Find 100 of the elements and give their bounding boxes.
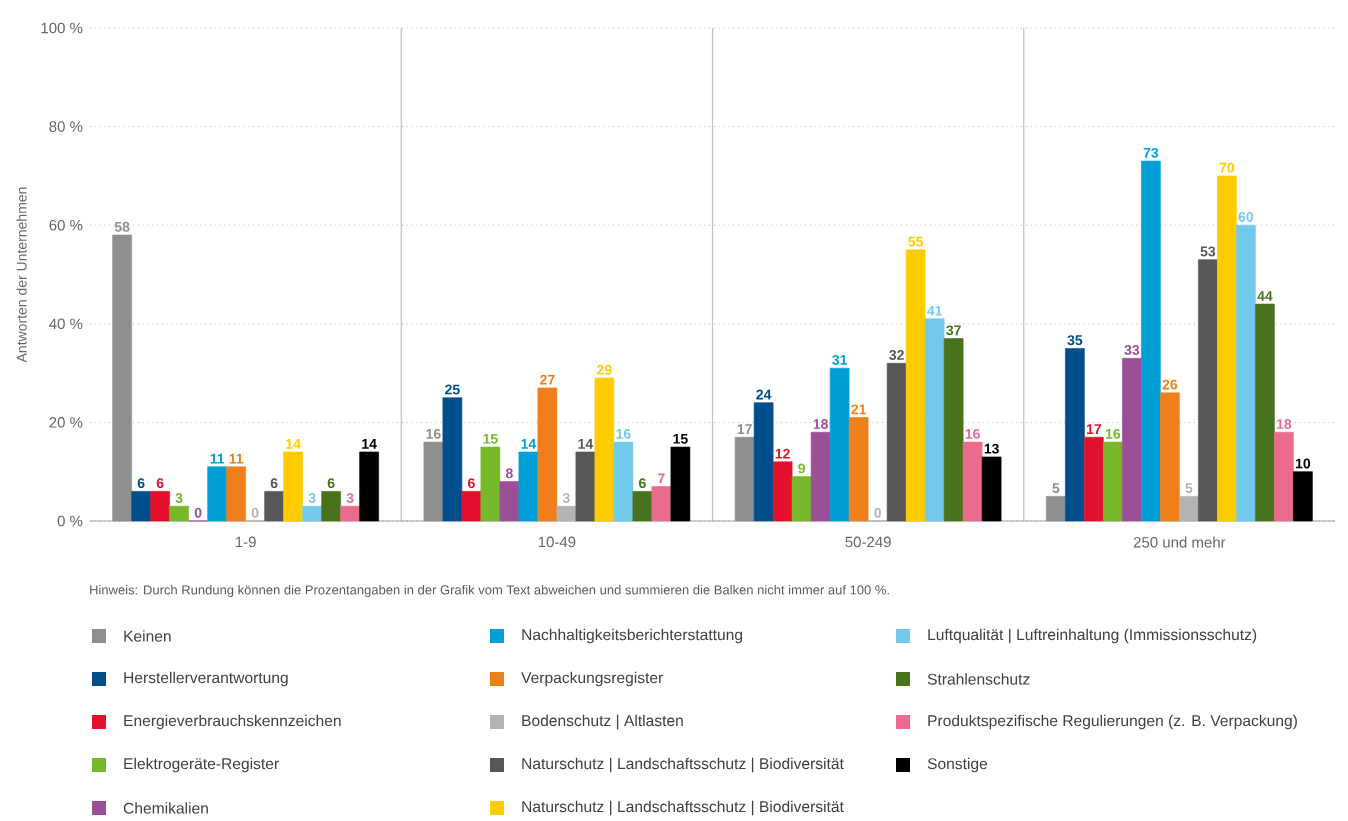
bar: [810, 431, 831, 522]
bar: [632, 491, 653, 522]
bar: [1103, 441, 1123, 522]
legend-label: Chemikalien: [123, 802, 208, 814]
legend-label: Luftqualität | Luftreinhaltung (Immissionsschutz): [928, 628, 1257, 644]
data-label: 6: [638, 478, 646, 489]
data-label: 44: [1257, 291, 1273, 301]
legend-label: Keinen: [124, 630, 171, 642]
bar: [848, 417, 869, 522]
data-label: 16: [965, 428, 980, 439]
bar: [962, 441, 983, 522]
bar: [1274, 431, 1294, 522]
bar: [207, 466, 227, 522]
data-label: 15: [673, 433, 688, 444]
data-label: 21: [851, 404, 867, 415]
y-tick-label: 80 %: [49, 121, 83, 132]
data-label: 7: [658, 473, 665, 484]
bar: [772, 461, 793, 522]
legend-label: Herstellerverantwortung: [124, 671, 288, 687]
data-label: 8: [505, 468, 513, 479]
legend-label: Verpackungsregister: [521, 671, 663, 687]
bar: [537, 387, 558, 522]
data-label: 41: [927, 305, 943, 316]
data-label: 12: [775, 448, 790, 459]
data-label: 3: [346, 493, 354, 503]
data-label: 73: [1143, 147, 1159, 158]
bar: [499, 481, 520, 522]
bar: [1217, 175, 1237, 522]
bar: [1084, 436, 1104, 522]
data-label: 18: [813, 419, 828, 429]
bar: [670, 446, 691, 522]
data-label: 6: [156, 478, 164, 489]
bar: [169, 505, 189, 522]
data-label: 27: [540, 374, 555, 385]
y-tick-label: 100 %: [41, 22, 83, 34]
bar: [791, 476, 812, 522]
bar: [264, 491, 284, 522]
data-label: 25: [445, 384, 460, 395]
bar: [1255, 303, 1275, 522]
y-axis-title: Antworten der Unternehmen: [16, 187, 27, 363]
data-label: 6: [327, 478, 335, 489]
data-label: 14: [578, 439, 594, 449]
data-label: 55: [908, 236, 924, 247]
legend-label: Nachhaltigkeitsberichterstattung: [522, 628, 743, 644]
x-tick-label: 10-49: [538, 536, 576, 548]
legend-label: Elektrogeräte-Register: [124, 757, 279, 773]
bar: [226, 466, 246, 522]
bar: [886, 362, 907, 522]
bar: [1179, 496, 1199, 522]
bar: [1141, 160, 1161, 522]
x-tick-label: 50-249: [845, 536, 891, 548]
data-label: 16: [616, 428, 631, 439]
bar: [594, 377, 615, 522]
bar: [1122, 358, 1142, 522]
data-label: 53: [1200, 246, 1216, 257]
legend-label: Strahlenschutz: [927, 673, 1030, 685]
data-label: 6: [137, 478, 145, 489]
x-tick-label: 1-9: [235, 536, 256, 548]
legend-label: Naturschutz | Landschaftsschutz | Biodiversität: [522, 757, 844, 773]
data-label: 26: [1162, 379, 1178, 390]
data-label: 58: [114, 221, 130, 232]
bar: [518, 451, 539, 522]
data-label: 16: [426, 428, 441, 439]
bar: [340, 505, 360, 522]
bar: [302, 505, 322, 522]
data-label: 11: [229, 453, 244, 464]
legend-label: Produktspezifische Regulierungen (z. B. Verpackung): [928, 714, 1297, 730]
data-label: 31: [832, 354, 848, 365]
data-label: 17: [737, 424, 752, 434]
data-label: 0: [194, 507, 202, 518]
data-label: 11: [210, 453, 225, 464]
text: Hinweis: Durch Rundung können die Prozentangaben in der Grafik vom Text abweichen und summieren die Balken nicht immer auf 100 %.: [90, 584, 889, 598]
data-label: 6: [467, 478, 475, 489]
legend-label: Energieverbrauchskennzeichen: [124, 714, 341, 730]
data-label: 14: [362, 439, 377, 449]
data-label: 14: [286, 439, 301, 449]
data-label: 15: [483, 433, 498, 444]
bar: [359, 451, 379, 522]
bar: [753, 402, 774, 522]
data-label: 16: [1105, 428, 1121, 439]
bar: [575, 451, 596, 522]
bar: [461, 491, 482, 522]
bar: [613, 441, 634, 522]
data-label: 33: [1124, 345, 1140, 356]
bar: [943, 338, 964, 522]
data-label: 0: [251, 507, 259, 518]
bar: [283, 451, 303, 522]
bar: [924, 318, 945, 522]
bar: [905, 249, 926, 522]
bar: [150, 491, 170, 522]
data-label: 6: [270, 478, 278, 489]
y-tick-label: 40 %: [49, 318, 83, 330]
data-label: 14: [521, 439, 537, 449]
data-label: 35: [1067, 335, 1083, 346]
bar: [651, 486, 672, 522]
legend-label: Sonstige: [927, 757, 988, 773]
data-label: 17: [1086, 424, 1102, 434]
data-label: 0: [874, 507, 881, 518]
data-label: 3: [562, 493, 570, 503]
bar: [829, 367, 850, 522]
